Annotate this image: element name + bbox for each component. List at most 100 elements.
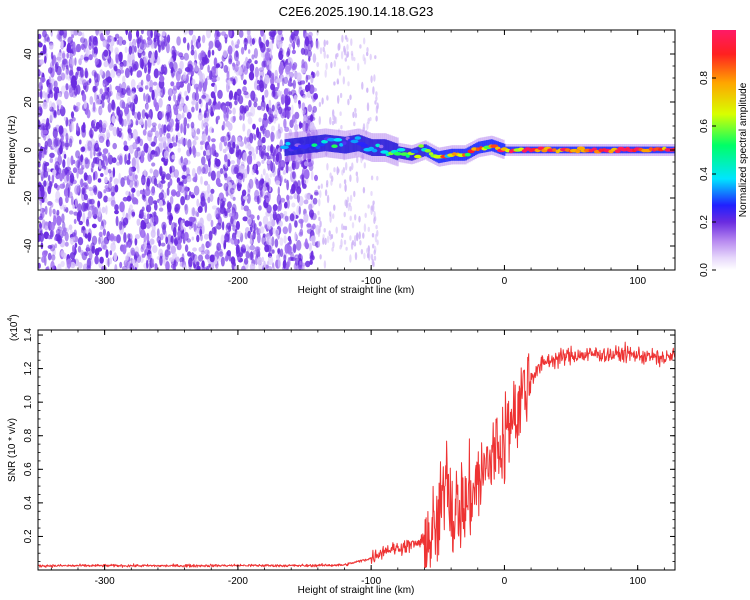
y-tick-label: -20: [23, 190, 34, 205]
noise-blob: [284, 201, 288, 209]
noise-blob: [343, 239, 347, 245]
noise-blob: [176, 36, 181, 46]
noise-blob: [137, 136, 141, 144]
noise-blob: [303, 199, 309, 205]
noise-blob: [314, 174, 318, 182]
noise-blob: [49, 206, 52, 217]
noise-blob: [269, 159, 272, 171]
noise-blob: [197, 206, 203, 213]
noise-blob: [97, 190, 101, 199]
noise-blob: [287, 106, 291, 111]
noise-blob: [48, 100, 53, 111]
noise-blob: [312, 53, 317, 64]
noise-blob: [201, 119, 204, 130]
noise-blob: [216, 242, 222, 251]
noise-blob: [167, 88, 174, 97]
noise-blob: [153, 169, 159, 178]
noise-blob: [128, 145, 134, 150]
noise-blob: [142, 222, 147, 230]
noise-blob: [284, 215, 289, 222]
noise-blob: [107, 152, 111, 159]
noise-blob: [92, 101, 96, 112]
noise-blob: [291, 49, 296, 55]
noise-blob: [258, 205, 262, 211]
noise-blob: [183, 104, 188, 113]
noise-blob: [65, 132, 69, 142]
noise-blob: [216, 265, 219, 270]
noise-blob: [62, 204, 67, 210]
noise-blob: [149, 168, 153, 174]
noise-blob: [217, 196, 220, 206]
noise-blob: [343, 179, 347, 185]
noise-blob: [126, 96, 131, 105]
noise-blob: [118, 220, 123, 231]
noise-blob: [135, 198, 139, 205]
noise-blob: [128, 152, 131, 161]
noise-blob: [267, 106, 272, 115]
noise-blob: [96, 73, 101, 83]
noise-blob: [328, 230, 331, 237]
noise-blob: [65, 207, 69, 213]
noise-blob: [77, 69, 81, 78]
noise-blob: [73, 218, 77, 225]
noise-blob: [108, 124, 114, 131]
noise-blob: [102, 228, 106, 236]
noise-blob: [166, 105, 171, 113]
noise-blob: [255, 145, 259, 155]
noise-blob: [131, 45, 135, 54]
noise-blob: [246, 193, 251, 204]
noise-blob: [110, 242, 116, 252]
noise-blob: [152, 81, 158, 86]
noise-blob: [204, 110, 207, 119]
noise-blob: [49, 106, 54, 112]
noise-blob: [310, 194, 313, 200]
noise-blob: [116, 39, 120, 45]
noise-blob: [243, 205, 249, 212]
noise-blob: [200, 250, 205, 255]
noise-blob: [366, 252, 370, 259]
noise-blob: [185, 95, 189, 101]
noise-blob: [257, 139, 263, 148]
noise-blob: [234, 100, 238, 106]
noise-blob: [65, 140, 69, 151]
noise-blob: [362, 232, 365, 239]
noise-blob: [193, 136, 199, 141]
noise-blob: [207, 64, 210, 73]
noise-blob: [374, 245, 377, 253]
noise-blob: [110, 185, 116, 197]
noise-blob: [349, 235, 352, 241]
track-core: [354, 134, 357, 152]
noise-blob: [287, 47, 291, 56]
noise-blob: [232, 141, 236, 149]
noise-blob: [143, 55, 149, 64]
noise-blob: [181, 180, 184, 187]
noise-blob: [247, 182, 251, 193]
noise-blob: [193, 185, 200, 196]
track-core: [415, 147, 418, 160]
noise-blob: [363, 37, 366, 45]
noise-blob: [304, 36, 310, 47]
track-blob: [552, 148, 557, 152]
noise-blob: [41, 256, 46, 263]
noise-blob: [274, 87, 279, 92]
noise-blob: [275, 229, 278, 237]
noise-blob: [132, 63, 137, 72]
noise-blob: [137, 38, 140, 49]
noise-blob: [265, 152, 270, 157]
noise-blob: [208, 263, 212, 268]
noise-blob: [151, 239, 155, 245]
noise-blob: [213, 226, 217, 236]
noise-blob: [372, 86, 375, 95]
noise-blob: [124, 67, 130, 79]
noise-blob: [49, 82, 53, 93]
noise-blob: [235, 151, 239, 158]
noise-blob: [147, 117, 152, 128]
noise-blob: [258, 67, 265, 72]
noise-blob: [279, 248, 284, 258]
noise-blob: [248, 71, 255, 81]
noise-blob: [242, 86, 247, 93]
noise-blob: [180, 219, 184, 231]
noise-blob: [250, 251, 254, 260]
colorbar-label: Normalized spectral amplitude: [738, 82, 749, 217]
noise-blob: [70, 121, 74, 132]
